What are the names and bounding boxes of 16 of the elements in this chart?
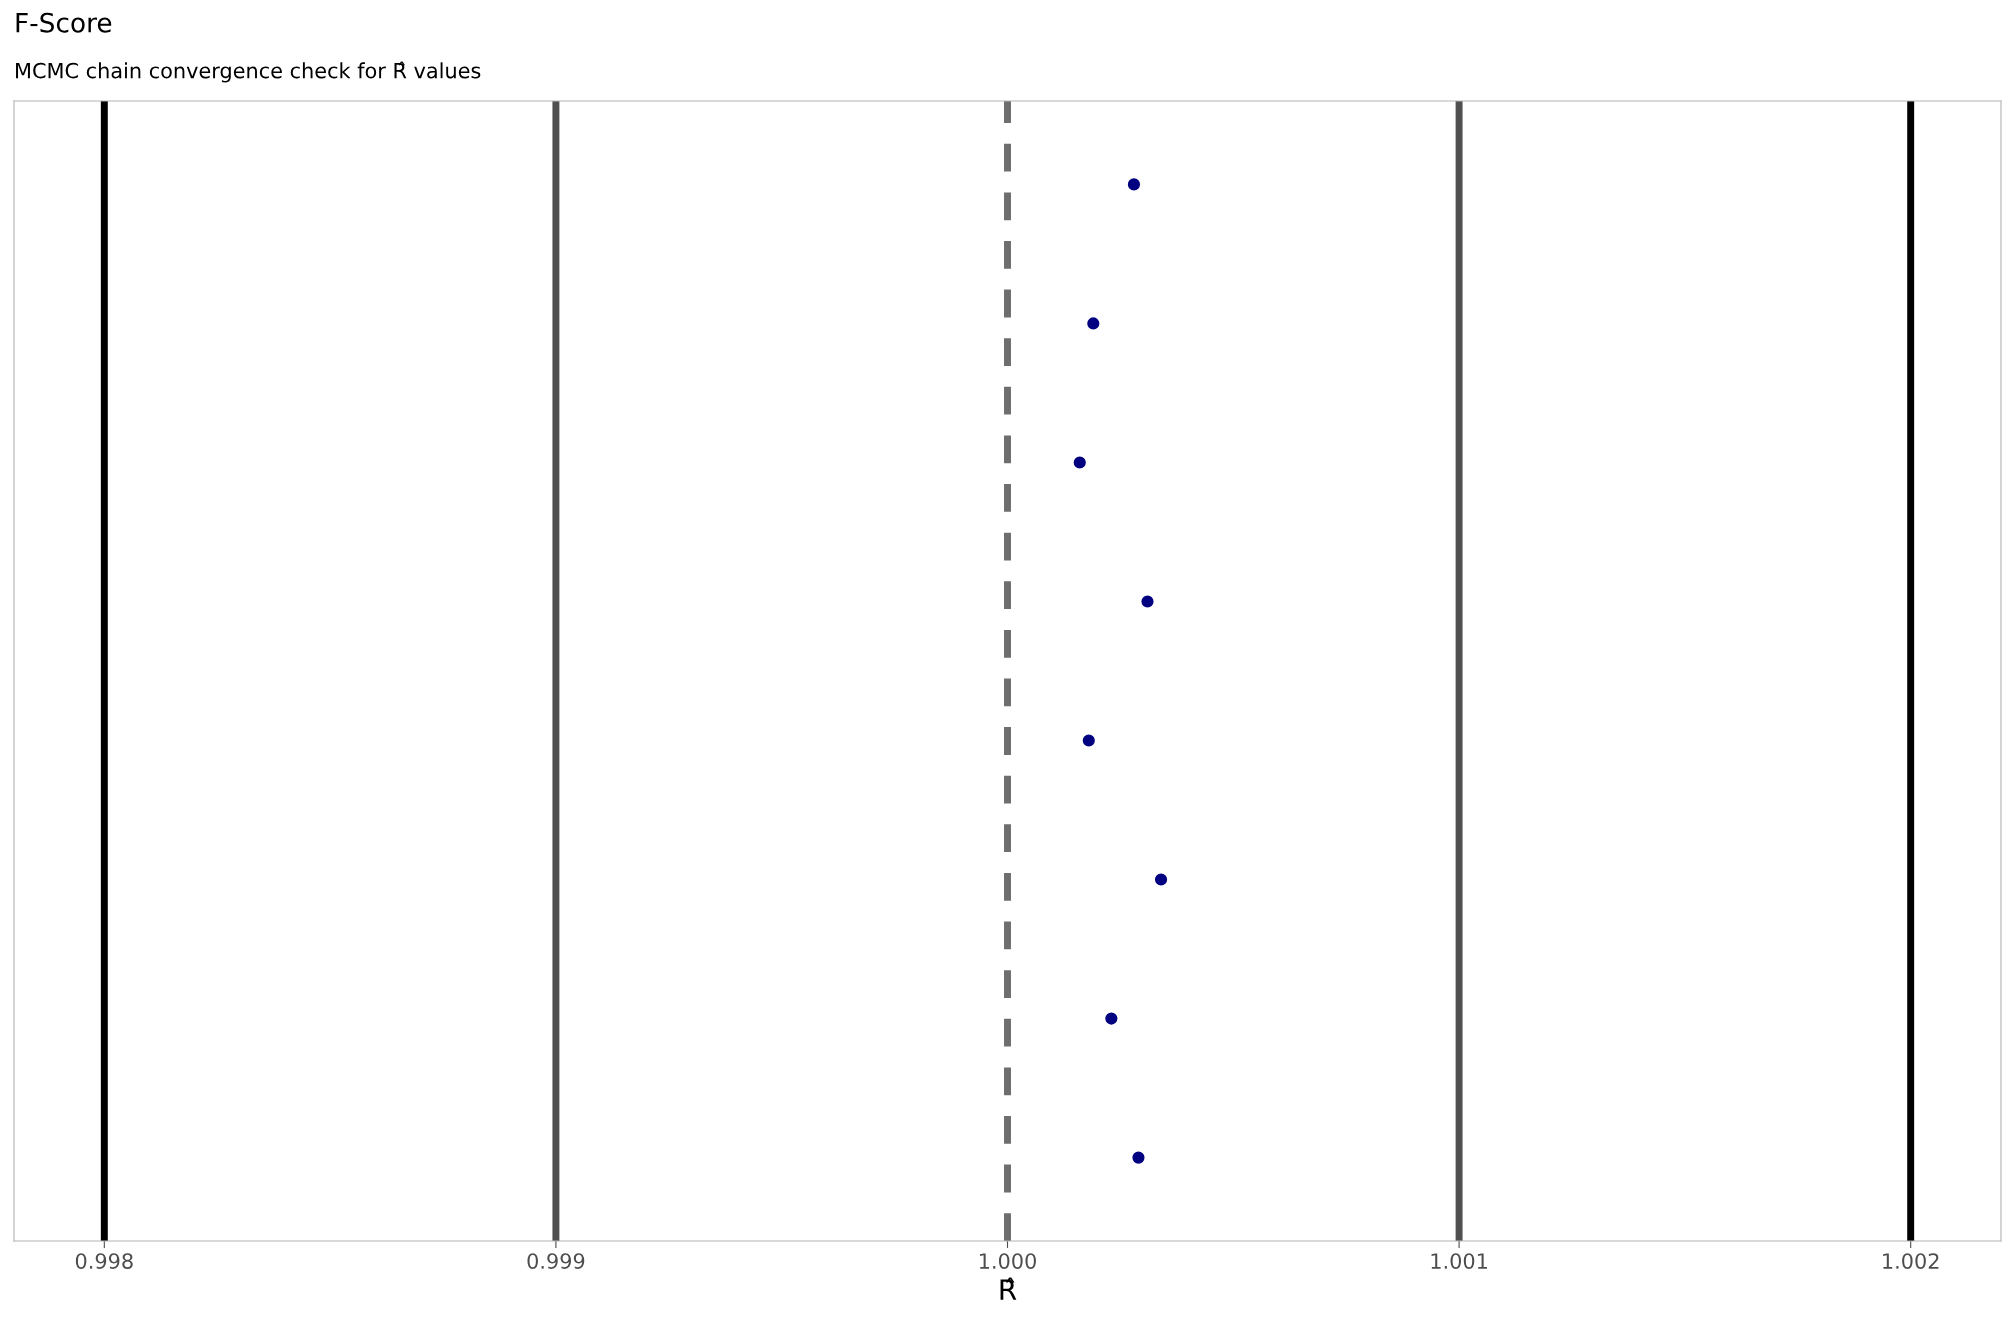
x-tick-label: 0.998 (75, 1253, 133, 1269)
point (1154, 873, 1168, 886)
x-tick-label: 0.999 (527, 1253, 585, 1269)
point (1073, 456, 1086, 469)
point (1141, 595, 1154, 608)
point (1105, 1012, 1118, 1025)
x-tick-label: 1.000 (979, 1253, 1036, 1269)
x-tick-label: 1.002 (1883, 1253, 1939, 1269)
chart-subtitle: MCMC chain convergence check for R̂ values (16, 61, 481, 83)
point (1082, 734, 1095, 747)
point (1087, 317, 1100, 330)
x-axis-title: R̂ (1000, 1277, 1017, 1300)
chart-title: F-Score (16, 12, 112, 33)
point (1132, 1151, 1145, 1164)
point (1127, 178, 1141, 191)
x-tick-label: 1.001 (1431, 1253, 1487, 1269)
